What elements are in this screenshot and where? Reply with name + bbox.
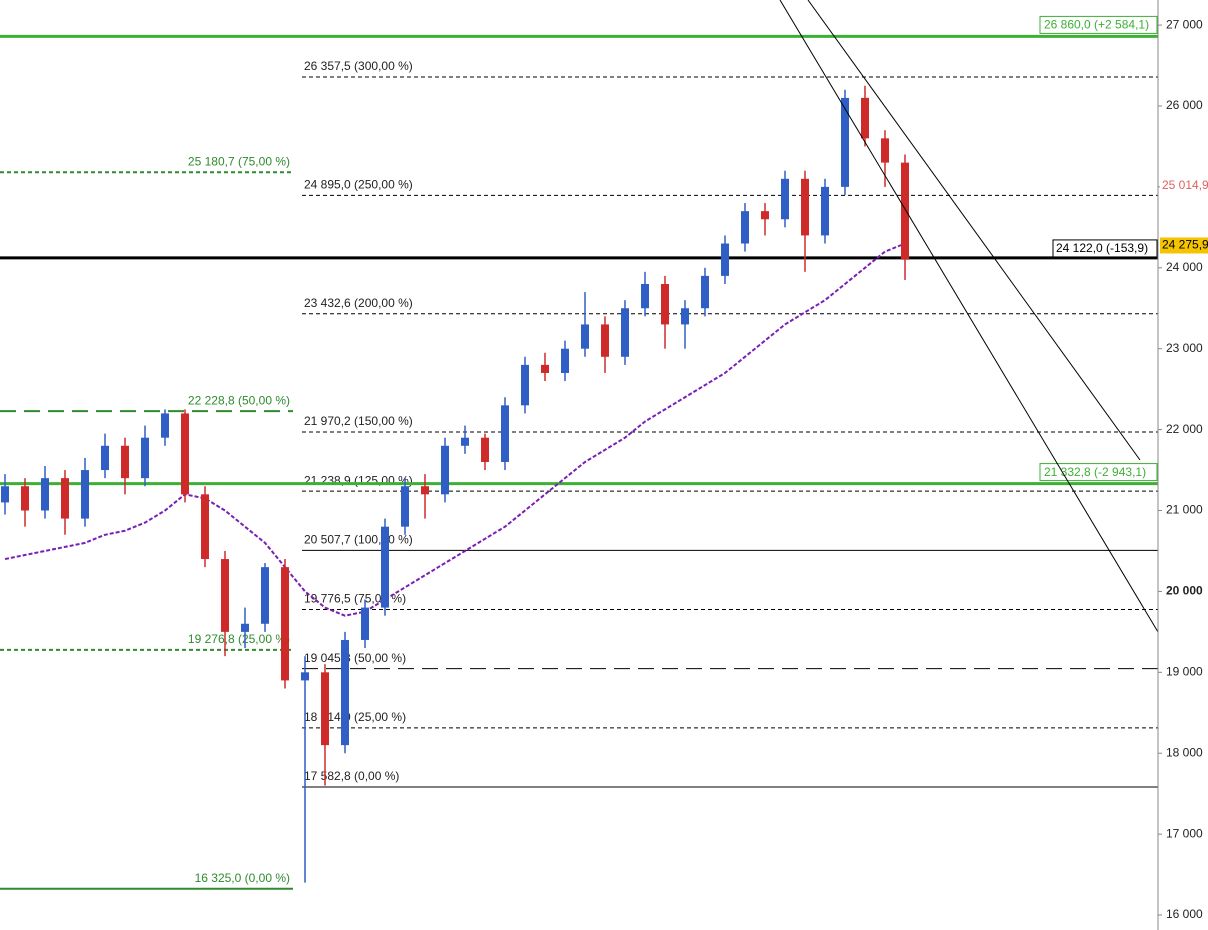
candle-body: [201, 494, 209, 560]
candle-body: [721, 243, 729, 276]
candle-body: [341, 639, 349, 746]
candle-body: [641, 283, 649, 309]
candle-body: [761, 211, 769, 220]
candle-body: [401, 486, 409, 527]
candle-body: [801, 178, 809, 236]
candle-body: [561, 348, 569, 373]
candle-body: [861, 97, 869, 139]
fib-label: 21 238,9 (125,00 %): [304, 473, 413, 487]
candle-body: [261, 567, 269, 624]
moving-average: [4, 242, 906, 617]
fib-label: 18 314,0 (25,00 %): [304, 710, 406, 724]
fib-label: 19 045,3 (50,00 %): [304, 651, 406, 665]
fib-label: 22 228,8 (50,00 %): [188, 393, 290, 407]
price-line-label: 26 860,0 (+2 584,1): [1044, 18, 1149, 32]
candle-body: [881, 138, 889, 163]
fib-label: 21 970,2 (150,00 %): [304, 414, 413, 428]
fib-label: 16 325,0 (0,00 %): [195, 871, 290, 885]
price-line-box: [1039, 15, 1158, 34]
candle-body: [421, 486, 429, 495]
y-tick-label: 20 000: [1166, 584, 1203, 598]
fib-label: 23 432,6 (200,00 %): [304, 296, 413, 310]
y-tick-label: 19 000: [1166, 664, 1203, 678]
candle-body: [81, 470, 89, 519]
candle-body: [241, 623, 249, 632]
y-tick-label: 27 000: [1166, 17, 1203, 31]
y-tick-label: 18 000: [1166, 745, 1203, 759]
candle-body: [301, 672, 309, 681]
price-tag: [1160, 237, 1208, 254]
y-tick-label: 26 000: [1166, 98, 1203, 112]
fib-label: 19 276,8 (25,00 %): [188, 632, 290, 646]
candle-body: [381, 526, 389, 608]
candle-body: [741, 211, 749, 244]
price-tag: [1160, 177, 1208, 194]
fib-label: 20 507,7 (100,00 %): [304, 533, 413, 547]
candle-body: [901, 162, 909, 260]
plot-area: 26 357,5 (300,00 %) 24 895,0 (250,00 %) 23…: [0, 15, 1158, 890]
y-tick-label: 22 000: [1166, 422, 1203, 436]
candle-body: [221, 559, 229, 632]
candle-body: [141, 437, 149, 479]
candle-body: [501, 405, 509, 462]
trend-line: [807, 0, 1141, 461]
fib-label: 24 895,0 (250,00 %): [304, 178, 413, 192]
candle-body: [121, 445, 129, 479]
candle-body: [841, 97, 849, 187]
candle-body: [541, 364, 549, 373]
fib-label: 25 180,7 (75,00 %): [188, 154, 290, 168]
candle-body: [441, 445, 449, 495]
y-tick-label: 21 000: [1166, 503, 1203, 517]
candle-body: [481, 437, 489, 462]
price-tag-label: 25 014,9: [1162, 178, 1208, 192]
fib-label: 19 776,5 (75,00 %): [304, 592, 406, 606]
candle-body: [321, 672, 329, 746]
candle-body: [781, 178, 789, 220]
candle-body: [701, 275, 709, 309]
candle-body: [1, 486, 9, 503]
candle-body: [41, 478, 49, 511]
candle-body: [101, 445, 109, 471]
candle-body: [681, 308, 689, 325]
price-line-label: 21 332,8 (-2 943,1): [1044, 465, 1146, 479]
candle-body: [661, 283, 669, 325]
candle-body: [21, 486, 29, 511]
candle-body: [461, 437, 469, 446]
candle-body: [361, 607, 369, 640]
candle-body: [581, 324, 589, 349]
price-line-box: [1039, 463, 1158, 482]
trend-line: [779, 0, 1159, 633]
fib-label: 26 357,5 (300,00 %): [304, 59, 413, 73]
candle-body: [521, 364, 529, 406]
candle-body: [621, 308, 629, 357]
price-line-box: [1052, 239, 1158, 258]
candle-body: [61, 478, 69, 519]
candle-body: [281, 567, 289, 681]
y-tick-label: 17 000: [1166, 826, 1203, 840]
candle-body: [601, 324, 609, 357]
price-tag-label: 24 275,9: [1162, 238, 1208, 252]
y-tick-label: 23 000: [1166, 341, 1203, 355]
candle-body: [821, 186, 829, 236]
y-tick-label: 24 000: [1166, 260, 1203, 274]
y-tick-label: 16 000: [1166, 907, 1203, 921]
fib-label: 17 582,8 (0,00 %): [304, 769, 399, 783]
candle-body: [181, 413, 189, 495]
candle-body: [161, 413, 169, 438]
price-axis: [1158, 0, 1208, 930]
price-line-label: 24 122,0 (-153,9): [1056, 241, 1148, 255]
